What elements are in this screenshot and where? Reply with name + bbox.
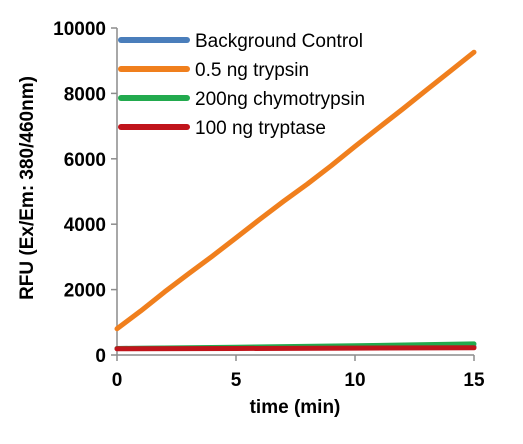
series-line-3 <box>114 345 477 352</box>
x-axis-title: time (min) <box>250 397 341 418</box>
y-tick-label: 6000 <box>64 150 106 171</box>
series-lines <box>114 49 477 352</box>
y-axis-title: RFU (Ex/Em: 380/460nm) <box>17 76 38 300</box>
x-tick-label: 10 <box>344 370 365 391</box>
y-tick-label: 4000 <box>64 215 106 236</box>
legend-label-0: Background Control <box>195 31 363 52</box>
legend-label-1: 0.5 ng trypsin <box>195 60 309 81</box>
legend-label-3: 100 ng tryptase <box>195 118 326 139</box>
y-tick-label: 0 <box>95 346 106 367</box>
y-tick-label: 8000 <box>64 84 106 105</box>
x-tick-label: 0 <box>112 370 123 391</box>
y-tick-label: 10000 <box>53 19 106 40</box>
x-tick-label: 15 <box>463 370 485 391</box>
series-line-1 <box>114 49 477 332</box>
x-tick-label: 5 <box>231 370 242 391</box>
y-tick-label: 2000 <box>64 281 106 302</box>
axes: 0 2000 4000 6000 8000 10000 0 5 10 15 <box>53 19 485 391</box>
legend: Background Control 0.5 ng trypsin 200ng ch… <box>118 31 365 139</box>
legend-label-2: 200ng chymotrypsin <box>195 89 365 110</box>
